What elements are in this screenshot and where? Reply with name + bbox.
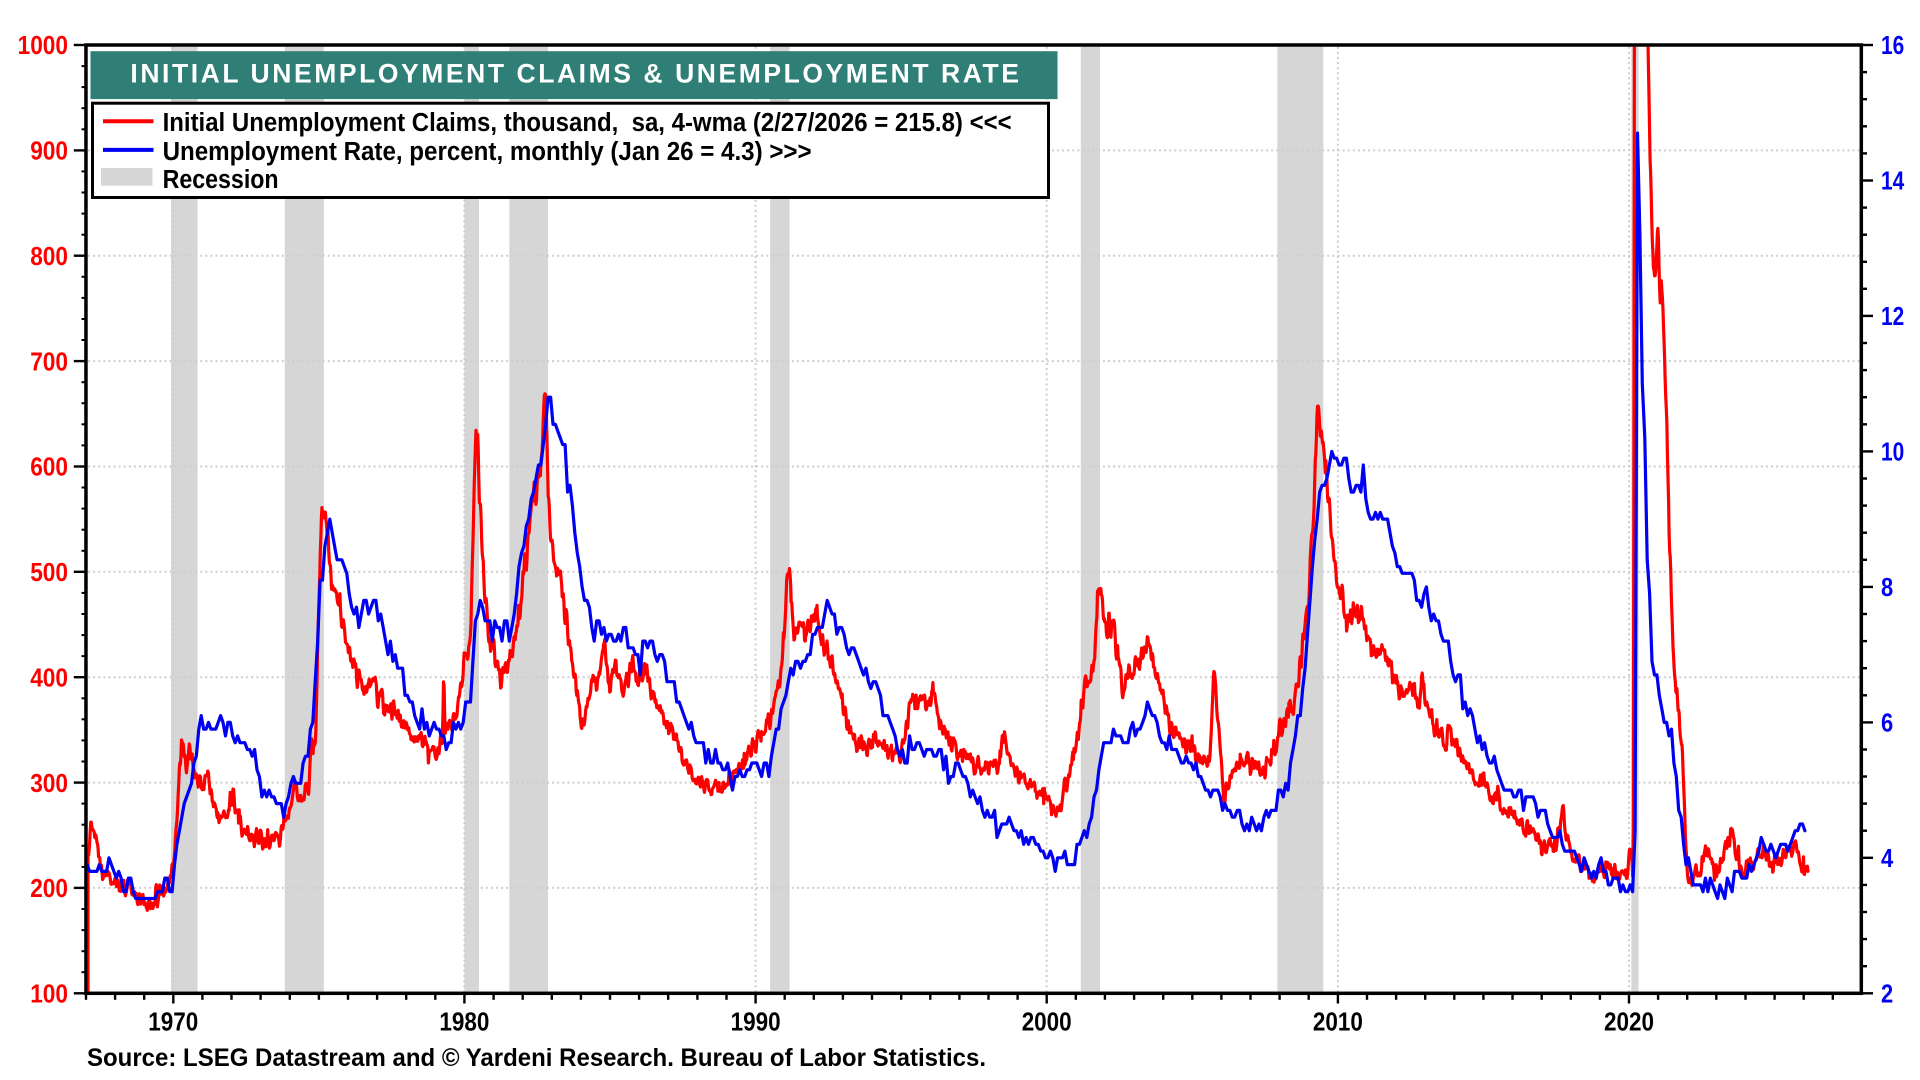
svg-text:6: 6 [1881, 710, 1893, 738]
svg-text:800: 800 [30, 243, 68, 271]
svg-text:900: 900 [30, 138, 68, 166]
svg-text:10: 10 [1881, 439, 1904, 467]
svg-text:1970: 1970 [148, 1009, 198, 1037]
svg-text:2010: 2010 [1313, 1009, 1363, 1037]
svg-text:4: 4 [1881, 845, 1894, 873]
svg-text:2: 2 [1881, 981, 1893, 1009]
svg-text:1990: 1990 [731, 1009, 781, 1037]
svg-text:100: 100 [30, 981, 68, 1009]
svg-text:500: 500 [30, 559, 68, 587]
svg-text:12: 12 [1881, 303, 1904, 331]
svg-text:16: 16 [1881, 32, 1904, 60]
svg-text:700: 700 [30, 348, 68, 376]
svg-text:Source: LSEG Datastream and ©: Source: LSEG Datastream and © Yardeni Re… [87, 1044, 986, 1072]
svg-text:1980: 1980 [439, 1009, 489, 1037]
svg-text:200: 200 [30, 875, 68, 903]
svg-text:2020: 2020 [1604, 1009, 1654, 1037]
svg-text:14: 14 [1881, 168, 1905, 196]
svg-text:1000: 1000 [18, 32, 68, 60]
svg-text:600: 600 [30, 454, 68, 482]
svg-text:Initial Unemployment Claims, t: Initial Unemployment Claims, thousand, s… [163, 109, 1012, 137]
svg-text:INITIAL UNEMPLOYMENT CLAIMS &: INITIAL UNEMPLOYMENT CLAIMS & UNEMPLOYME… [130, 59, 1019, 89]
svg-text:Recession: Recession [163, 166, 279, 194]
svg-text:Unemployment Rate, percent, mo: Unemployment Rate, percent, monthly (Jan… [163, 138, 812, 166]
svg-text:2000: 2000 [1022, 1009, 1072, 1037]
svg-text:300: 300 [30, 770, 68, 798]
svg-text:400: 400 [30, 664, 68, 692]
svg-text:8: 8 [1881, 574, 1893, 602]
